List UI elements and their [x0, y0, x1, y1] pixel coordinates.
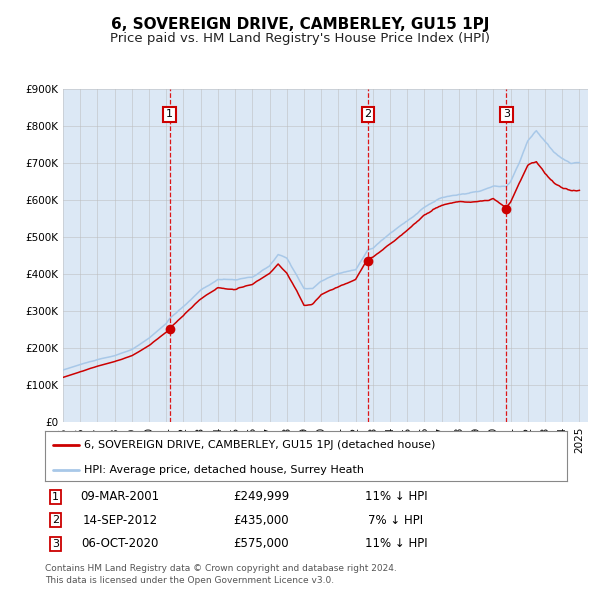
- Text: 1: 1: [52, 492, 59, 502]
- Text: 7% ↓ HPI: 7% ↓ HPI: [368, 514, 424, 527]
- Text: £575,000: £575,000: [233, 537, 289, 550]
- Text: Contains HM Land Registry data © Crown copyright and database right 2024.
This d: Contains HM Land Registry data © Crown c…: [45, 565, 397, 585]
- Text: 14-SEP-2012: 14-SEP-2012: [82, 514, 158, 527]
- Text: 3: 3: [52, 539, 59, 549]
- Text: 1: 1: [166, 109, 173, 119]
- Text: 2: 2: [364, 109, 371, 119]
- Text: £249,999: £249,999: [233, 490, 289, 503]
- Text: 6, SOVEREIGN DRIVE, CAMBERLEY, GU15 1PJ: 6, SOVEREIGN DRIVE, CAMBERLEY, GU15 1PJ: [111, 17, 489, 31]
- Text: HPI: Average price, detached house, Surrey Heath: HPI: Average price, detached house, Surr…: [84, 465, 364, 475]
- Text: 3: 3: [503, 109, 510, 119]
- Text: 06-OCT-2020: 06-OCT-2020: [82, 537, 158, 550]
- Text: 09-MAR-2001: 09-MAR-2001: [80, 490, 160, 503]
- Text: £435,000: £435,000: [233, 514, 289, 527]
- Text: 2: 2: [52, 516, 59, 525]
- Text: Price paid vs. HM Land Registry's House Price Index (HPI): Price paid vs. HM Land Registry's House …: [110, 32, 490, 45]
- Text: 6, SOVEREIGN DRIVE, CAMBERLEY, GU15 1PJ (detached house): 6, SOVEREIGN DRIVE, CAMBERLEY, GU15 1PJ …: [84, 440, 436, 450]
- Text: 11% ↓ HPI: 11% ↓ HPI: [365, 537, 427, 550]
- Text: 11% ↓ HPI: 11% ↓ HPI: [365, 490, 427, 503]
